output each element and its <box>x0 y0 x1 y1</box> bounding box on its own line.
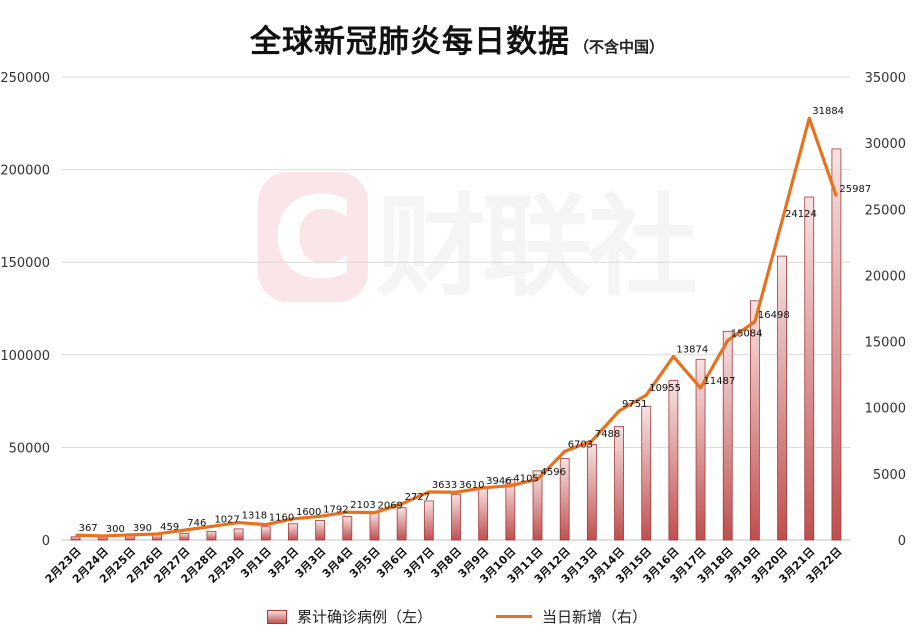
line-daily-new <box>75 116 838 538</box>
data-label-daily: 300 <box>106 524 125 535</box>
y-right-tick-label: 10000 <box>865 402 906 417</box>
bar-cumulative <box>641 405 652 541</box>
legend-bar-swatch-icon <box>266 609 287 624</box>
y-right-tick-label: 30000 <box>865 137 906 152</box>
bar-cumulative <box>233 528 244 541</box>
legend-item-cumulative: 累计确诊病例（左） <box>266 606 432 627</box>
data-label-daily: 6703 <box>568 439 593 450</box>
bar-cumulative <box>722 330 733 541</box>
bar-cumulative <box>423 500 434 541</box>
y-right-tick-label: 25000 <box>865 203 906 218</box>
data-label-daily: 1027 <box>214 514 239 525</box>
legend-label-daily: 当日新增（右） <box>542 608 648 626</box>
data-label-daily: 2103 <box>350 500 375 511</box>
chart-title: 全球新冠肺炎每日数据 <box>249 24 570 60</box>
y-right-tick-label: 0 <box>898 534 906 549</box>
bar-cumulative <box>315 520 326 541</box>
bar-cumulative <box>559 458 570 541</box>
y-right-tick-label: 35000 <box>865 71 906 86</box>
bar-cumulative <box>668 380 679 541</box>
y-left-tick-label: 200000 <box>0 164 50 179</box>
bar-cumulative <box>206 530 217 541</box>
y-left-tick-label: 250000 <box>0 71 50 86</box>
data-label-daily: 459 <box>160 522 179 533</box>
chart-legend: 累计确诊病例（左） 当日新增（右） <box>0 606 914 627</box>
legend-line-swatch-icon <box>496 615 532 618</box>
y-left-tick-label: 150000 <box>0 256 50 271</box>
data-label-daily: 4596 <box>541 467 566 478</box>
chart-title-block: 全球新冠肺炎每日数据 （不含中国） <box>0 16 914 61</box>
data-label-daily: 1792 <box>323 504 348 515</box>
data-label-daily: 4105 <box>513 474 538 485</box>
data-label-daily: 367 <box>79 523 98 534</box>
data-label-daily: 2727 <box>405 492 430 503</box>
data-label-daily: 746 <box>187 518 206 529</box>
data-label-daily: 31884 <box>812 106 844 117</box>
data-label-daily: 3946 <box>486 476 511 487</box>
data-label-daily: 15084 <box>731 328 763 339</box>
data-label-daily: 11487 <box>704 376 736 387</box>
bar-cumulative <box>70 536 81 541</box>
bar-cumulative <box>451 493 461 541</box>
y-left-tick-label: 50000 <box>9 441 50 456</box>
data-label-daily: 9751 <box>622 399 647 410</box>
data-label-daily: 1160 <box>269 513 294 524</box>
data-label-daily: 7488 <box>595 429 620 440</box>
bar-cumulative <box>396 507 407 541</box>
bar-cumulative <box>831 148 842 541</box>
bar-cumulative <box>342 516 353 541</box>
data-label-daily: 3610 <box>459 480 484 491</box>
y-left-tick-label: 0 <box>42 534 50 549</box>
data-label-daily: 16498 <box>758 310 790 321</box>
bar-cumulative <box>179 532 190 541</box>
data-label-daily: 2069 <box>377 501 402 512</box>
legend-label-cumulative: 累计确诊病例（左） <box>296 608 432 626</box>
y-right-tick-label: 5000 <box>873 468 906 483</box>
bar-cumulative <box>749 300 760 541</box>
data-label-daily: 390 <box>133 523 152 534</box>
bar-cumulative <box>614 426 624 541</box>
bar-cumulative <box>478 486 489 541</box>
data-label-daily: 1318 <box>242 511 267 522</box>
bar-cumulative <box>586 444 597 541</box>
bar-cumulative <box>260 526 271 541</box>
data-label-daily: 1600 <box>296 507 321 518</box>
data-label-daily: 3633 <box>432 480 457 491</box>
y-left-tick-label: 100000 <box>0 349 50 364</box>
chart-subtitle: （不含中国） <box>573 38 664 56</box>
bar-cumulative <box>288 523 298 541</box>
data-label-daily: 24124 <box>785 209 817 220</box>
data-label-daily: 13874 <box>676 344 708 355</box>
bar-cumulative <box>369 512 380 541</box>
bar-cumulative <box>695 358 706 541</box>
bar-cumulative <box>804 196 815 541</box>
legend-item-daily: 当日新增（右） <box>496 606 647 627</box>
y-right-tick-label: 20000 <box>865 269 906 284</box>
data-label-daily: 25987 <box>839 184 871 195</box>
bar-cumulative <box>532 470 543 541</box>
combo-chart: 0 50000 100000 150000 200000 250000 0 5000 10000… <box>0 71 906 586</box>
y-right-tick-label: 15000 <box>865 336 906 351</box>
bar-cumulative <box>777 255 787 541</box>
bar-cumulative <box>505 478 516 541</box>
data-label-daily: 10955 <box>649 383 681 394</box>
